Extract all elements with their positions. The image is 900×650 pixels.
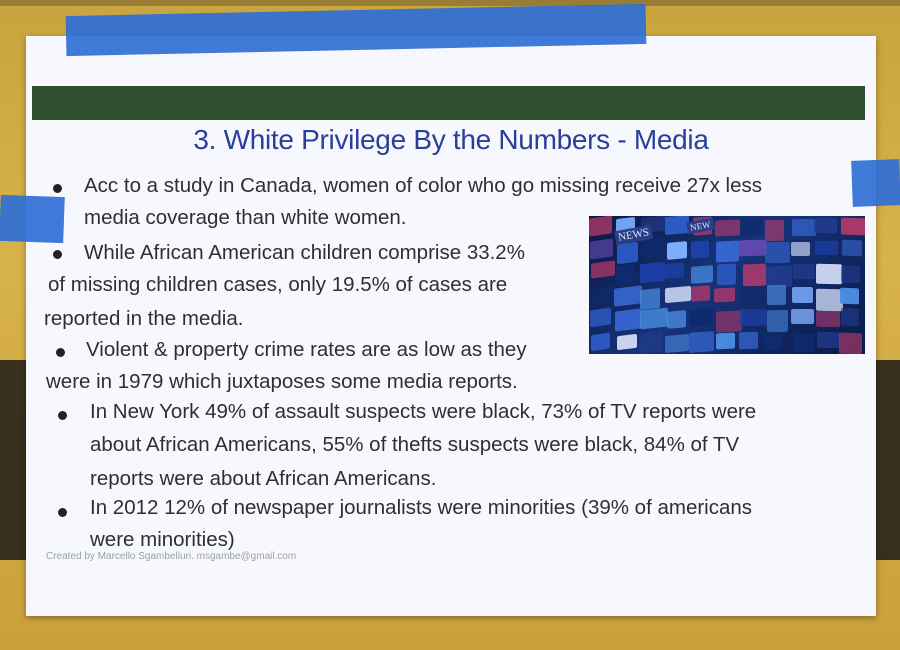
tv-screen [640, 307, 668, 330]
tv-screen [691, 240, 710, 259]
tv-screen [739, 331, 759, 349]
tv-screen [816, 310, 841, 327]
tv-screen [617, 333, 638, 351]
tv-screen [840, 265, 860, 284]
tv-screen [764, 219, 784, 242]
tv-screen [590, 238, 613, 260]
tv-screen [589, 216, 613, 238]
tv-screen [815, 288, 843, 311]
tv-screen [715, 332, 735, 350]
list-item: In 2012 12% of newspaper journalists wer… [90, 496, 753, 519]
list-item: In New York 49% of assault suspects were… [90, 400, 757, 423]
tv-screen [664, 262, 684, 279]
bullet-dot [58, 508, 67, 517]
tv-screen [767, 284, 787, 306]
bullet-dot [53, 250, 62, 259]
tv-screen [839, 287, 859, 304]
tv-screen [689, 307, 714, 327]
tv-screen [615, 263, 634, 287]
list-item: about African Americans, 55% of thefts s… [90, 433, 740, 456]
tv-screen [690, 285, 710, 302]
list-item: Acc to a study in Canada, women of color… [84, 174, 762, 197]
tv-screen [691, 264, 714, 284]
bullet-dot [58, 411, 67, 420]
tv-screen [791, 242, 810, 257]
tv-screen [791, 286, 814, 303]
tv-screen [817, 331, 840, 349]
tv-screen [641, 237, 667, 260]
tv-screen [739, 218, 764, 237]
tv-screen [714, 219, 740, 237]
tv-screen [640, 287, 661, 310]
tv-screen [589, 285, 615, 305]
poster-title: 3. White Privilege By the Numbers - Medi… [193, 124, 709, 155]
tv-screen [640, 262, 666, 284]
tv-screen [689, 331, 714, 353]
tv-screen [615, 308, 641, 332]
tv-screen [792, 264, 816, 279]
tv-screen [764, 242, 790, 264]
tv-screen [814, 217, 837, 233]
tv-screen [639, 330, 663, 354]
list-item: of missing children cases, only 19.5% of… [48, 273, 508, 296]
list-item: were minorities) [90, 528, 235, 551]
list-item: reported in the media. [44, 307, 244, 330]
list-item: were in 1979 which juxtaposes some media… [46, 370, 518, 393]
tv-screen [840, 307, 859, 327]
header-bar [32, 86, 865, 120]
tv-screen [790, 309, 814, 325]
bullet-dot [53, 184, 62, 193]
tv-screen [767, 310, 789, 333]
tv-screen [590, 260, 615, 279]
news-screens-image: NEWS NEW [589, 216, 865, 354]
list-item: Violent & property crime rates are as lo… [86, 338, 527, 361]
tv-screen [715, 310, 742, 334]
tv-screen [739, 308, 767, 327]
tv-screen [842, 239, 863, 257]
tv-screen [665, 285, 692, 304]
bullet-dot [56, 348, 65, 357]
tv-screen [742, 263, 766, 286]
tv-screen [590, 307, 612, 327]
tv-screen [666, 241, 687, 260]
tv-screen [739, 239, 767, 257]
tv-screen [714, 287, 736, 303]
tv-screen [617, 241, 639, 265]
tape-right [851, 159, 900, 207]
tv-screen [716, 263, 736, 286]
tv-screen [792, 218, 817, 236]
list-item: media coverage than white women. [84, 206, 407, 229]
list-item: reports were about African Americans. [90, 467, 437, 490]
tv-screen [839, 332, 863, 354]
tv-screen [815, 240, 839, 256]
tv-screen [740, 285, 768, 302]
poster: 3. White Privilege By the Numbers - Medi… [26, 36, 876, 616]
tv-screen [590, 332, 610, 352]
footer-credit: Created by Marcello Sgambelluri. msgambe… [46, 551, 297, 562]
list-item: While African American children comprise… [84, 241, 525, 264]
tv-screen [614, 284, 642, 307]
tv-screen [792, 333, 816, 352]
tv-screen [764, 332, 784, 350]
tv-screen [716, 240, 739, 263]
background-railing-top [0, 0, 900, 6]
tv-screen [665, 333, 690, 353]
tv-screen [840, 217, 865, 236]
tape-left [0, 194, 65, 244]
tv-screen [816, 263, 842, 285]
tv-screen [664, 216, 689, 236]
tv-screen [667, 310, 687, 329]
